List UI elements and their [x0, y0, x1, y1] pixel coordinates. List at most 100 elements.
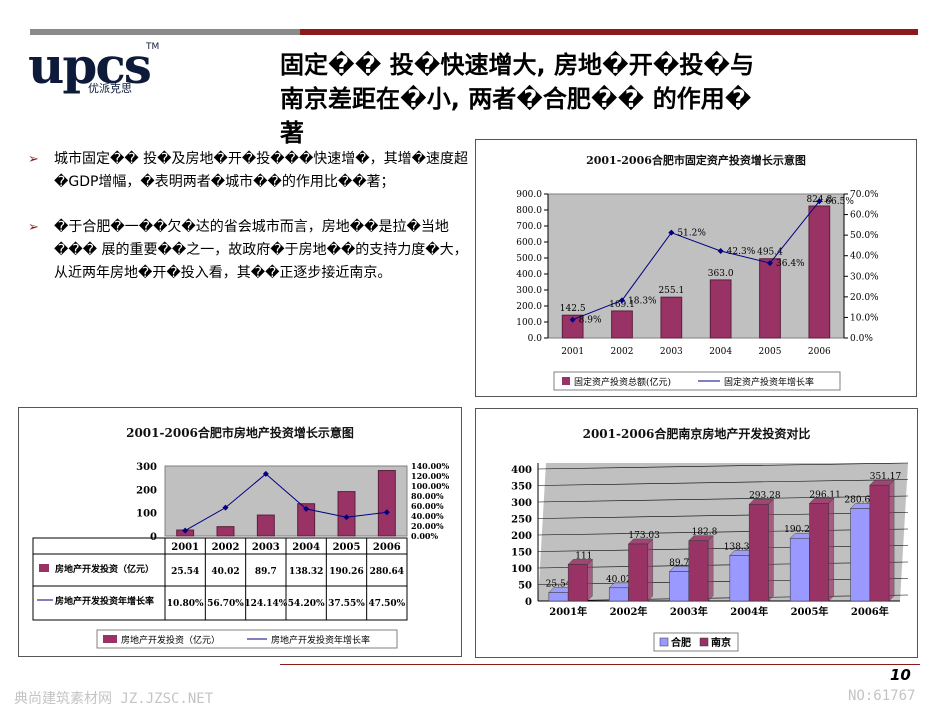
bar — [337, 491, 356, 537]
y-tick-label: 600.0 — [516, 238, 542, 248]
line-marker — [717, 247, 724, 254]
y-right-tick-label: 10.0% — [850, 313, 879, 323]
y-tick-label: 300 — [511, 498, 532, 509]
page-number: 10 — [890, 666, 911, 684]
line-marker — [816, 198, 823, 205]
line-marker — [767, 260, 773, 267]
y-tick-label: 300 — [136, 462, 157, 473]
bullet-text: �于合肥�一��欠�达的省会城市而言，房地��是拉�当地 ��� 展的重要��之… — [54, 219, 468, 281]
y-tick-label: 100 — [136, 509, 157, 520]
table-row-label: 房地产开发投资年增长率 — [55, 595, 154, 607]
watermark-right: NO:61767 — [848, 688, 916, 704]
bar — [297, 503, 316, 537]
bar-data-label: 111 — [575, 551, 592, 561]
y-tick-label: 100.0 — [516, 318, 542, 328]
y-tick-label: 0.0 — [528, 334, 543, 344]
y-tick-label: 0 — [525, 597, 532, 608]
bar-data-label: 190.26 — [784, 525, 816, 535]
chart-title: 2001-2006合肥南京房地产开发投资对比 — [582, 427, 811, 441]
bullet-text: 城市固定�� 投�及房地�开�投���快速增�，其增�速度超�GDP增幅，�表明… — [54, 151, 469, 190]
x-tick-label: 2005年 — [791, 605, 829, 618]
y-right-tick-label: 120.00% — [411, 471, 450, 481]
bar-data-label: 351.17 — [870, 472, 902, 482]
bar-data-label: 142.5 — [560, 304, 586, 314]
table-cell: 54.20% — [288, 599, 325, 609]
y-tick-label: 100 — [511, 564, 532, 575]
bar — [628, 543, 649, 602]
line-marker — [262, 470, 269, 477]
bar — [729, 555, 750, 602]
bar-side-face — [587, 558, 593, 602]
growth-line — [184, 473, 387, 532]
chart-hefei-nanjing: 0 50 100 150 200 250 300 350 400 25.54 111 2001年 40.… — [511, 462, 909, 652]
table-border — [32, 537, 408, 621]
grid-line — [537, 512, 909, 519]
bar — [611, 310, 633, 339]
bar — [377, 470, 396, 537]
legend-swatch-bar — [562, 377, 570, 385]
x-tick-label: 2006年 — [851, 605, 889, 618]
bar — [256, 514, 275, 537]
table-cell: 89.7 — [255, 567, 277, 577]
line-data-label: 8.9% — [579, 316, 602, 326]
line-data-label: 42.3% — [727, 247, 756, 257]
bar-data-label: 280.64 — [844, 495, 876, 505]
chart-panel-fixed-investment: 2001-2006合肥市固定资产投资增长示意图 0.0 100.0 200.0 300… — [475, 139, 917, 397]
bar — [850, 508, 871, 602]
bar-data-label: 363.0 — [708, 269, 734, 279]
grid-line — [537, 561, 909, 569]
bar-side-face — [888, 479, 895, 602]
y-tick-label: 300.0 — [516, 286, 542, 296]
legend-label: 固定资产投资总额(亿元) — [574, 376, 671, 388]
data-table: 2001 25.54 10.80% 2002 40.02 56.70% 2003 89.7 12… — [32, 537, 408, 621]
title-line-1: 固定�� 投�快速增大, 房地�开�投�与 — [280, 51, 755, 79]
bar — [809, 503, 830, 602]
title-line-3: 著 — [280, 119, 304, 147]
chart-real-estate-hefei: 01002003000.00%20.00%40.00%60.00%80.00%1… — [32, 461, 450, 649]
plot-area — [164, 465, 408, 537]
y-tick-label: 700.0 — [516, 222, 542, 232]
bar-data-label: 495.4 — [757, 248, 783, 258]
bar — [789, 537, 810, 602]
bullet-arrow-icon: ➢ — [28, 220, 39, 235]
bar-side-face — [828, 497, 835, 602]
line-marker — [182, 527, 189, 534]
bar-side-face — [768, 498, 774, 602]
y-right-tick-label: 60.0% — [850, 211, 879, 221]
x-tick-label: 2004年 — [730, 605, 768, 618]
x-tick-label: 2004 — [709, 347, 732, 357]
growth-line — [572, 200, 820, 321]
bar — [808, 205, 831, 339]
x-tick-label: 2001 — [561, 347, 584, 357]
y-tick-label: 400 — [511, 465, 532, 476]
y-right-tick-label: 70.0% — [850, 190, 879, 200]
watermark-left: 典尚建筑素材网 JZ.JZSC.NET — [14, 691, 214, 707]
legend-label: 合肥 — [670, 636, 691, 649]
bar-data-label: 293.28 — [749, 491, 781, 501]
y-tick-label: 200 — [136, 485, 157, 496]
y-tick-label: 200 — [511, 531, 532, 542]
line-data-label: 66.5% — [825, 197, 854, 207]
y-right-tick-label: 30.0% — [850, 272, 879, 282]
bar — [709, 279, 732, 339]
bullet-list: ➢ 城市固定�� 投�及房地�开�投���快速增�，其增�速度超�GDP增幅，�… — [28, 148, 468, 307]
line-marker — [343, 514, 350, 521]
y-right-tick-label: 20.0% — [850, 293, 879, 303]
line-marker — [222, 504, 229, 511]
chart-fixed-investment: 0.0 100.0 200.0 300.0 400.0 500.0 600.0 700.0 80… — [516, 190, 879, 391]
grid-line — [537, 495, 909, 503]
y-right-tick-label: 0.0% — [850, 334, 873, 344]
y-right-tick-label: 140.00% — [411, 461, 450, 471]
legend-label: 房地产开发投资年增长率 — [271, 634, 370, 646]
x-tick-label: 2002 — [212, 542, 240, 553]
legend-label: 房地产开发投资（亿元） — [121, 634, 220, 646]
grid-line — [537, 462, 909, 470]
y-tick-label: 350 — [511, 482, 532, 493]
bar-data-label: 173.03 — [628, 531, 660, 541]
upcs-logo: upcs TM 优派克思 — [28, 36, 168, 100]
table-cell: 40.02 — [211, 567, 239, 577]
y-tick-label: 800.0 — [516, 206, 542, 216]
bar — [660, 296, 683, 339]
grid-line — [537, 528, 909, 536]
y-right-tick-label: 50.0% — [850, 231, 879, 241]
